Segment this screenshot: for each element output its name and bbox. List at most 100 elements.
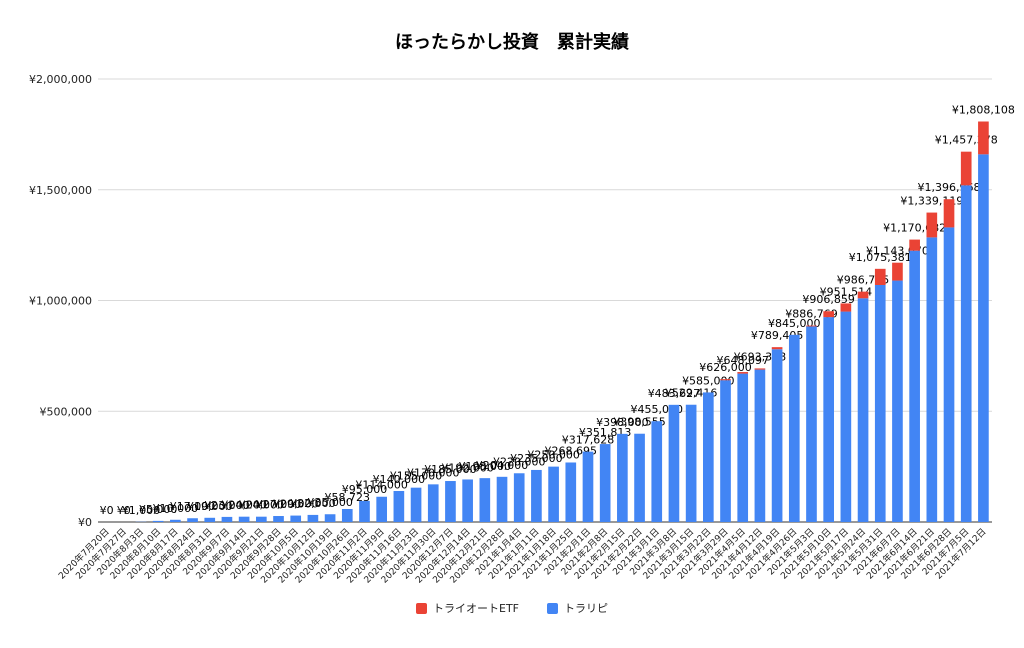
bar-traripi [685,404,697,522]
bar-etf [771,347,783,350]
data-label: ¥1,000 [122,504,161,517]
data-label: ¥250,000 [527,449,580,462]
bar-traripi [668,404,680,522]
data-label: ¥35,000 [307,496,353,509]
bar-etf [806,325,817,327]
data-label: ¥0 [100,504,114,517]
bar-traripi [909,250,920,522]
data-label: ¥10,000 [153,502,199,515]
bar-traripi [307,514,319,522]
bar-traripi [788,334,800,522]
bar-traripi [341,508,353,522]
data-label: ¥5,000 [139,503,178,516]
bar-traripi [273,516,284,522]
data-label: ¥29,000 [273,498,319,511]
bar-traripi [857,298,869,522]
bar-traripi [204,517,216,522]
bar-traripi [255,516,267,522]
bar-etf [960,151,972,186]
bar-traripi [771,349,783,522]
chart-legend: トライオートETF トラリピ [0,600,1024,616]
data-label: ¥23,000 [204,499,250,512]
data-label: ¥140,000 [373,473,426,486]
bar-traripi [943,227,955,522]
bar-traripi [548,466,559,522]
bar-traripi [376,496,388,522]
data-label: ¥626,000 [699,361,752,374]
bar-traripi [565,462,577,522]
data-label: ¥198,000 [459,460,512,473]
bar-etf [874,268,886,285]
y-tick-label: ¥0 [78,516,92,529]
bar-traripi [651,421,663,522]
bar-traripi [531,469,542,522]
data-label: ¥114,000 [355,479,408,492]
bar-traripi [599,444,611,522]
data-label: ¥648,097 [716,354,769,367]
data-label: ¥58,723 [325,491,371,504]
data-label: ¥317,628 [562,434,615,447]
data-label: ¥398,000 [596,416,649,429]
bar-etf [892,262,903,281]
legend-item-etf: トライオートETF [416,600,519,616]
bar-etf [926,212,938,238]
y-tick-label: ¥1,500,000 [29,184,92,197]
y-tick-label: ¥1,000,000 [29,295,92,308]
bar-traripi [445,481,456,522]
bar-traripi [840,311,852,522]
bar-traripi [513,473,525,522]
bar-traripi [926,237,938,522]
data-label: ¥24,000 [221,499,267,512]
data-label: ¥32,000 [290,497,336,510]
bar-traripi [462,479,473,522]
bar-traripi [324,514,336,522]
bar-traripi [427,484,439,522]
bar-traripi [152,520,164,522]
data-label: ¥204,000 [476,459,529,472]
bar-traripi [582,451,594,522]
bar-etf [909,239,920,251]
data-label: ¥19,000 [187,500,233,513]
bar-traripi [238,516,250,522]
bar-traripi [754,369,766,522]
data-label: ¥185,000 [424,463,477,476]
bar-etf [840,303,852,312]
data-label: ¥155,000 [390,470,443,483]
data-label: ¥483,627 [648,387,701,400]
data-label: ¥170,000 [407,466,460,479]
bar-traripi [720,380,731,522]
y-tick-label: ¥500,000 [40,405,93,418]
bar-traripi [617,433,628,522]
legend-swatch-traripi [547,602,558,614]
bar-traripi [960,185,972,522]
bar-traripi [892,280,903,522]
bar-etf [720,379,731,381]
bar-etf [943,199,955,228]
data-label: ¥192,000 [441,461,494,474]
data-label: ¥235,000 [510,452,563,465]
bar-traripi [702,392,714,522]
data-label: ¥17,000 [170,500,216,513]
data-label: ¥1,075,381 [849,251,912,264]
data-label: ¥906,859 [802,293,855,306]
bar-etf [737,372,749,374]
data-label: ¥1,808,108 [952,104,1015,117]
bar-etf [978,121,989,155]
legend-item-traripi: トラリピ [547,600,608,616]
legend-label-etf: トライオートETF [433,602,519,615]
data-label: ¥27,000 [256,498,302,511]
data-label: ¥24,000 [239,499,285,512]
bar-etf [857,291,869,299]
bar-traripi [410,487,422,522]
bar-traripi [823,317,835,522]
chart-title: ほったらかし投資 累計実績 [395,32,629,53]
bar-traripi [221,516,233,522]
bar-etf [754,368,766,370]
bar-traripi [634,433,645,522]
data-label: ¥220,000 [493,455,546,468]
bar-traripi [359,500,370,522]
legend-label-traripi: トラリピ [564,602,608,615]
bar-traripi [806,326,817,522]
